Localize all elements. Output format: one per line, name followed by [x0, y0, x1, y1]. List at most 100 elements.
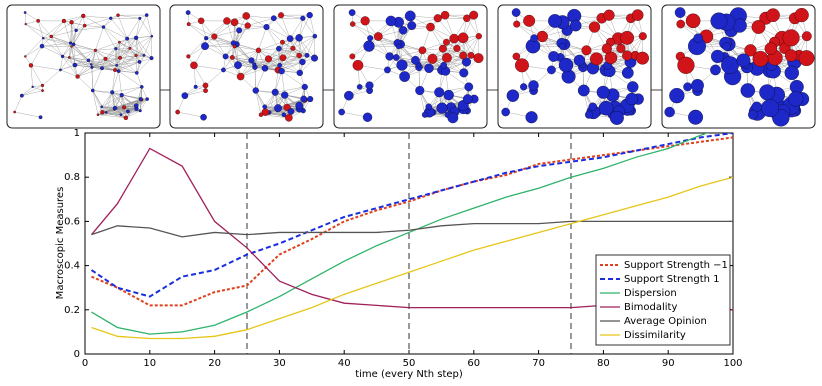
edge	[97, 114, 126, 119]
node	[119, 93, 124, 98]
node	[536, 30, 548, 43]
node	[457, 32, 469, 44]
node	[577, 84, 590, 97]
node	[447, 112, 459, 124]
edge	[135, 15, 147, 38]
node	[286, 35, 294, 42]
node	[710, 49, 725, 64]
edge	[206, 20, 228, 39]
node	[744, 44, 757, 57]
edge	[103, 18, 111, 28]
edge	[116, 65, 137, 74]
node	[24, 55, 27, 58]
node	[764, 42, 778, 55]
edge	[51, 20, 65, 37]
edge	[177, 111, 204, 118]
node	[426, 22, 435, 32]
edge	[422, 42, 447, 51]
network-panel	[497, 4, 652, 129]
edge	[275, 71, 282, 93]
node	[598, 100, 614, 116]
edge	[266, 26, 283, 43]
edge	[116, 55, 137, 66]
node	[59, 68, 62, 72]
node	[28, 63, 34, 68]
edge	[268, 42, 283, 59]
node	[312, 34, 318, 39]
node	[285, 114, 293, 122]
node	[365, 81, 374, 90]
edge	[370, 38, 390, 57]
y-axis-label: Macroscopic Measures	[55, 187, 66, 300]
node	[304, 52, 310, 58]
edge	[116, 55, 145, 66]
edge	[114, 109, 128, 112]
edge	[135, 36, 152, 56]
edge	[120, 95, 122, 115]
edge	[470, 36, 480, 56]
edge	[279, 55, 300, 66]
y-tick-label: 0.8	[64, 172, 80, 183]
node	[664, 106, 675, 118]
edge	[95, 50, 106, 59]
series-line	[91, 176, 733, 340]
node	[201, 42, 209, 51]
node	[685, 13, 701, 29]
edge	[91, 57, 121, 68]
node	[118, 55, 122, 60]
node	[82, 23, 87, 28]
edge	[115, 37, 137, 49]
node	[149, 56, 154, 61]
node	[349, 53, 356, 60]
node	[748, 109, 758, 120]
edge	[233, 25, 248, 44]
node	[300, 95, 308, 103]
edge	[112, 92, 122, 115]
node	[134, 71, 139, 75]
edge	[21, 90, 43, 96]
node	[203, 88, 208, 93]
node	[710, 64, 721, 76]
edge	[112, 86, 142, 93]
edge	[43, 38, 63, 57]
edge	[278, 48, 308, 56]
edge	[232, 57, 256, 68]
edge	[135, 37, 140, 62]
node	[433, 14, 442, 23]
edge	[292, 36, 315, 49]
edge	[114, 107, 126, 118]
edge	[370, 37, 399, 47]
edge	[258, 50, 284, 58]
edge	[266, 26, 280, 49]
edge	[462, 36, 479, 56]
edge	[37, 20, 44, 39]
edge	[95, 26, 104, 51]
y-tick-label: 0.2	[64, 305, 80, 316]
node	[548, 14, 562, 28]
edge	[193, 65, 224, 71]
edge	[123, 98, 141, 108]
edge	[88, 50, 96, 61]
edge	[125, 110, 141, 119]
edge	[279, 65, 300, 74]
edge	[91, 58, 106, 65]
node	[443, 89, 454, 101]
legend-box	[595, 254, 731, 346]
edge	[92, 90, 122, 96]
node	[573, 54, 586, 66]
edge	[60, 57, 70, 71]
node	[462, 94, 473, 104]
node	[101, 25, 106, 29]
node	[442, 52, 452, 63]
node	[261, 64, 269, 72]
edge	[97, 106, 102, 115]
edge	[77, 76, 93, 91]
node	[631, 9, 644, 21]
edge	[255, 68, 266, 91]
node	[281, 112, 287, 118]
node	[295, 101, 304, 110]
edge	[116, 48, 131, 66]
node	[459, 51, 467, 60]
node	[721, 56, 739, 74]
